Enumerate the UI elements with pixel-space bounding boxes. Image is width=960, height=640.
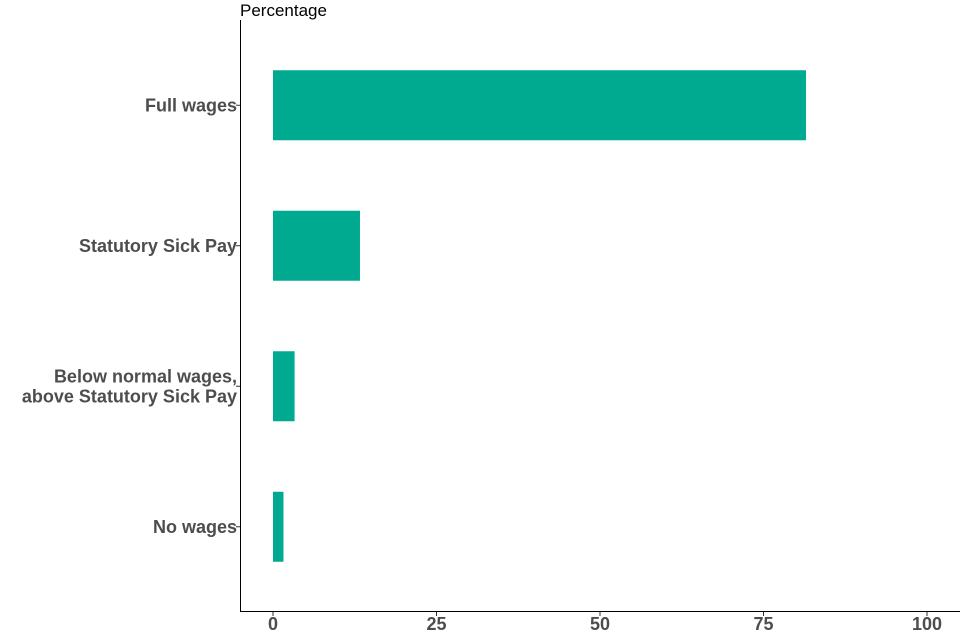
- x-tick-label: 75: [753, 614, 773, 634]
- category-label-line: Full wages: [145, 95, 237, 115]
- category-label: Below normal wages, above Statutory Sick …: [22, 366, 237, 406]
- category-label: No wages: [153, 517, 237, 537]
- bar: [273, 351, 295, 422]
- bars-group: [273, 70, 807, 562]
- bar: [273, 70, 807, 141]
- x-tick-label: 50: [590, 614, 610, 634]
- category-label-line: Below normal wages,: [54, 366, 237, 386]
- category-label: Full wages: [145, 95, 237, 115]
- category-labels-group: Full wages Statutory Sick Pay Below normal…: [22, 95, 240, 537]
- category-label-line: Statutory Sick Pay: [79, 236, 237, 256]
- x-tick-label: 0: [268, 614, 278, 634]
- x-tick-label: 100: [912, 614, 942, 634]
- category-label: Statutory Sick Pay: [79, 236, 237, 256]
- bar: [273, 491, 284, 562]
- bar: [273, 210, 360, 281]
- axis-title: Percentage: [240, 1, 327, 20]
- category-label-line: No wages: [153, 517, 237, 537]
- x-axis-group: 0 25 50 75 100: [268, 612, 942, 634]
- category-label-line: above Statutory Sick Pay: [22, 386, 237, 406]
- x-tick-label: 25: [426, 614, 446, 634]
